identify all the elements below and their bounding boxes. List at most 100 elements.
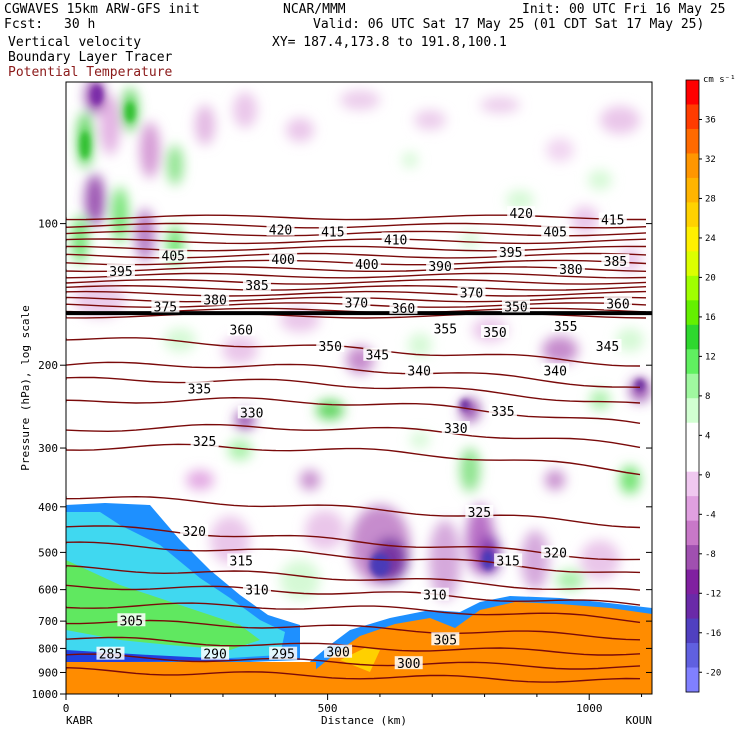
theta-label-bg [318,224,347,238]
velocity-cell [616,328,644,352]
colorbar-label: 4 [705,431,710,441]
theta-contour [66,284,647,291]
velocity-cell [590,390,610,410]
theta-label: 380 [203,294,226,309]
theta-label: 390 [428,260,451,275]
colorbar-label: 16 [705,313,716,323]
theta-label-bg [237,405,266,419]
colorbar-swatch [686,324,699,350]
y-tick-label: 400 [38,501,58,514]
colorbar-swatch [686,496,699,522]
velocity-cell [600,106,640,134]
colorbar-label: -4 [705,510,716,520]
colorbar: 36 32 28 24 20 16 12 8 4 0 -4 -8 -12 -16 -20 [685,79,721,693]
theta-contour [66,564,641,591]
y-tick-label: 800 [38,642,58,655]
colorbar-swatch [686,202,699,228]
velocity-cell [195,105,215,145]
colorbar-swatch [686,520,699,546]
theta-label: 320 [543,546,566,561]
colorbar-label: -12 [705,589,721,599]
colorbar-swatch [686,349,699,375]
y-axis-label: Pressure (hPa), log scale [19,305,32,471]
velocity-cell [305,510,345,550]
theta-label-bg [201,292,230,306]
theta-label: 375 [154,300,177,315]
theta-label: 355 [434,322,457,337]
colorbar-label: 28 [705,194,716,204]
colorbar-swatch [686,545,699,571]
field-boundary-layer-tracer: Boundary Layer Tracer [8,50,173,65]
theta-label-bg [180,523,209,537]
theta-label: 295 [271,648,294,663]
velocity-cell [100,95,120,155]
colorbar-label: 8 [705,392,710,402]
theta-label: 380 [559,263,582,278]
velocity-cell [72,216,88,264]
colorbar-swatch [686,251,699,277]
x-tick-label: 1000 [576,702,603,715]
theta-label: 325 [468,506,491,521]
velocity-core [91,85,103,105]
theta-label-bg [269,252,298,266]
velocity-cell [340,90,380,110]
theta-label: 410 [384,233,407,248]
theta-contour [66,278,647,285]
theta-label-bg [593,338,622,352]
tracer-region-green [66,560,260,650]
theta-contour [66,423,641,449]
theta-label: 385 [245,279,268,294]
theta-label-bg [496,245,525,259]
theta-contour [66,666,641,683]
velocity-cell [542,336,578,364]
theta-label-bg [494,553,523,567]
theta-label: 330 [240,406,263,421]
theta-label-bg [342,295,371,309]
theta-label: 325 [193,435,216,450]
right-station-label: KOUN [626,714,653,727]
theta-label: 395 [109,265,132,280]
velocity-cell [410,432,430,448]
y-tick-label: 300 [38,442,58,455]
theta-label-bg [541,363,570,377]
velocity-core [635,379,645,391]
velocity-cell [580,540,620,580]
colorbar-swatch [686,153,699,179]
colorbar-swatch [686,275,699,301]
theta-label: 420 [269,224,292,239]
colorbar-swatch [686,422,699,448]
theta-label-bg [598,212,627,226]
y-tick-label: 200 [38,359,58,372]
colorbar-swatch [686,300,699,326]
velocity-cell [546,138,574,162]
theta-label-bg [426,258,455,272]
theta-label: 360 [392,302,415,317]
theta-contour [66,245,647,252]
y-tick-label: 100 [38,218,58,231]
left-station-label: KABR [66,714,93,727]
theta-label-bg [352,257,381,271]
theta-label-bg [106,263,135,277]
velocity-cell [135,209,155,261]
velocity-cell [506,190,534,210]
x-tick-label: 500 [318,702,338,715]
field-potential-temperature: Potential Temperature [8,65,173,80]
velocity-cell [460,232,480,248]
theta-contour [66,214,646,221]
velocity-core [370,553,390,577]
theta-label-bg [363,347,392,361]
theta-label: 340 [407,364,430,379]
theta-contour [66,541,641,574]
theta-label-bg [556,262,585,276]
theta-label: 335 [491,405,514,420]
theta-contour [66,495,641,529]
theta-label: 350 [318,340,341,355]
colorbar-label: 20 [705,273,716,283]
y-tick-label: 500 [38,546,58,559]
velocity-core [80,131,90,159]
colorbar-label: 24 [705,234,716,244]
velocity-cell [286,118,314,142]
velocity-cell [280,560,320,600]
theta-label: 360 [606,298,629,313]
init-time: Init: 00 UTC Fri 16 May 25 [522,2,726,17]
